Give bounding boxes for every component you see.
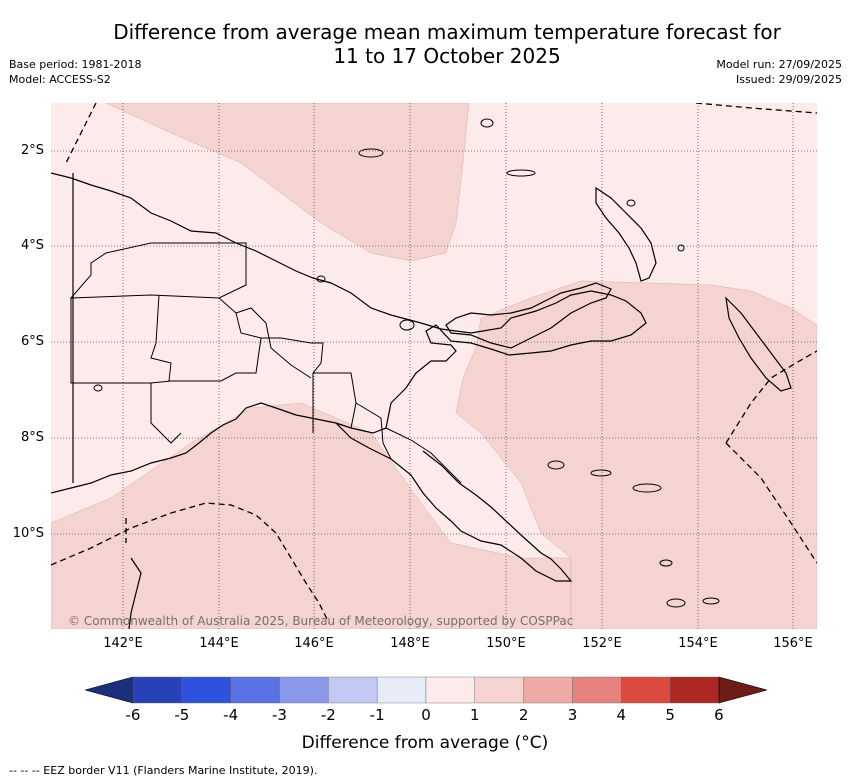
map-panel	[51, 103, 817, 629]
chart-title: Difference from average mean maximum tem…	[0, 20, 850, 68]
lon-label-146e: 146°E	[294, 636, 334, 651]
colorbar-tick-label: 4	[616, 706, 627, 724]
copyright-notice: © Commonwealth of Australia 2025, Bureau…	[68, 614, 574, 628]
colorbar-tick-label: -3	[272, 706, 287, 724]
model-run: Model run: 27/09/2025	[716, 58, 842, 71]
colorbar-tick-label: -5	[174, 706, 190, 724]
province-borders	[69, 242, 462, 484]
colorbar-tick-label: 5	[665, 706, 675, 724]
lat-label-10s: 10°S	[12, 526, 44, 541]
model-name: Model: ACCESS-S2	[9, 73, 111, 86]
graticule	[51, 103, 817, 629]
colorbar-svg	[83, 676, 769, 704]
title-line-2: 11 to 17 October 2025	[333, 44, 561, 68]
colorbar-swatch	[376, 676, 427, 704]
colorbar-swatch	[132, 676, 183, 704]
coastline-new-britain	[445, 282, 612, 349]
coastline-papuan-peninsula	[335, 422, 573, 582]
lon-label-142e: 142°E	[103, 636, 143, 651]
title-line-1: Difference from average mean maximum tem…	[113, 20, 781, 44]
colorbar-tick-label: -4	[223, 706, 239, 724]
coastline-bougainville	[725, 296, 792, 392]
lat-label-2s: 2°S	[20, 143, 44, 158]
lon-label-152e: 152°E	[582, 636, 622, 651]
colorbar-tick-label: -2	[320, 706, 336, 724]
lon-label-144e: 144°E	[199, 636, 239, 651]
colorbar-tick-label: 6	[714, 706, 724, 724]
map-svg	[51, 103, 817, 629]
lon-label-156e: 156°E	[773, 636, 813, 651]
base-period: Base period: 1981-2018	[9, 58, 142, 71]
colorbar-swatch	[523, 676, 573, 704]
small-islands	[93, 118, 720, 608]
colorbar-swatch	[328, 676, 378, 704]
colorbar-swatches	[83, 676, 769, 704]
lon-label-150e: 150°E	[486, 636, 526, 651]
issued-date: Issued: 29/09/2025	[735, 73, 842, 86]
colorbar-tick-label: -1	[369, 706, 385, 724]
lon-label-148e: 148°E	[390, 636, 430, 651]
colorbar-swatch	[474, 676, 524, 704]
colorbar	[83, 675, 769, 709]
lon-label-154e: 154°E	[678, 636, 718, 651]
colorbar-tick-label: 1	[470, 706, 480, 724]
coastline-cape-york	[128, 557, 142, 629]
lat-label-6s: 6°S	[20, 334, 44, 349]
eez-legend-note: -- -- -- EEZ border V11 (Flanders Marine…	[9, 764, 318, 777]
lat-label-8s: 8°S	[20, 430, 44, 445]
anomaly-region-1-to-2	[51, 103, 817, 629]
lat-label-4s: 4°S	[20, 238, 44, 253]
colorbar-swatch	[181, 676, 231, 704]
colorbar-swatch	[279, 676, 329, 704]
colorbar-swatch	[621, 676, 671, 704]
colorbar-tick-label: 3	[567, 706, 578, 724]
metadata-left: Base period: 1981-2018 Model: ACCESS-S2	[9, 57, 141, 87]
colorbar-swatch	[572, 676, 622, 704]
colorbar-tick-label: 2	[518, 706, 529, 724]
colorbar-tick-label: 0	[421, 706, 431, 724]
colorbar-extension-high	[718, 676, 769, 704]
colorbar-swatch	[669, 676, 720, 704]
colorbar-extension-low	[83, 676, 134, 704]
colorbar-tick-label: -6	[125, 706, 141, 724]
colorbar-label: Difference from average (°C)	[301, 733, 549, 753]
eez-borders	[51, 103, 817, 624]
colorbar-swatch	[425, 676, 476, 704]
metadata-right: Model run: 27/09/2025 Issued: 29/09/2025	[716, 57, 842, 87]
colorbar-swatch	[230, 676, 280, 704]
coastline-new-guinea	[51, 172, 647, 494]
coastline-new-ireland	[595, 186, 657, 282]
